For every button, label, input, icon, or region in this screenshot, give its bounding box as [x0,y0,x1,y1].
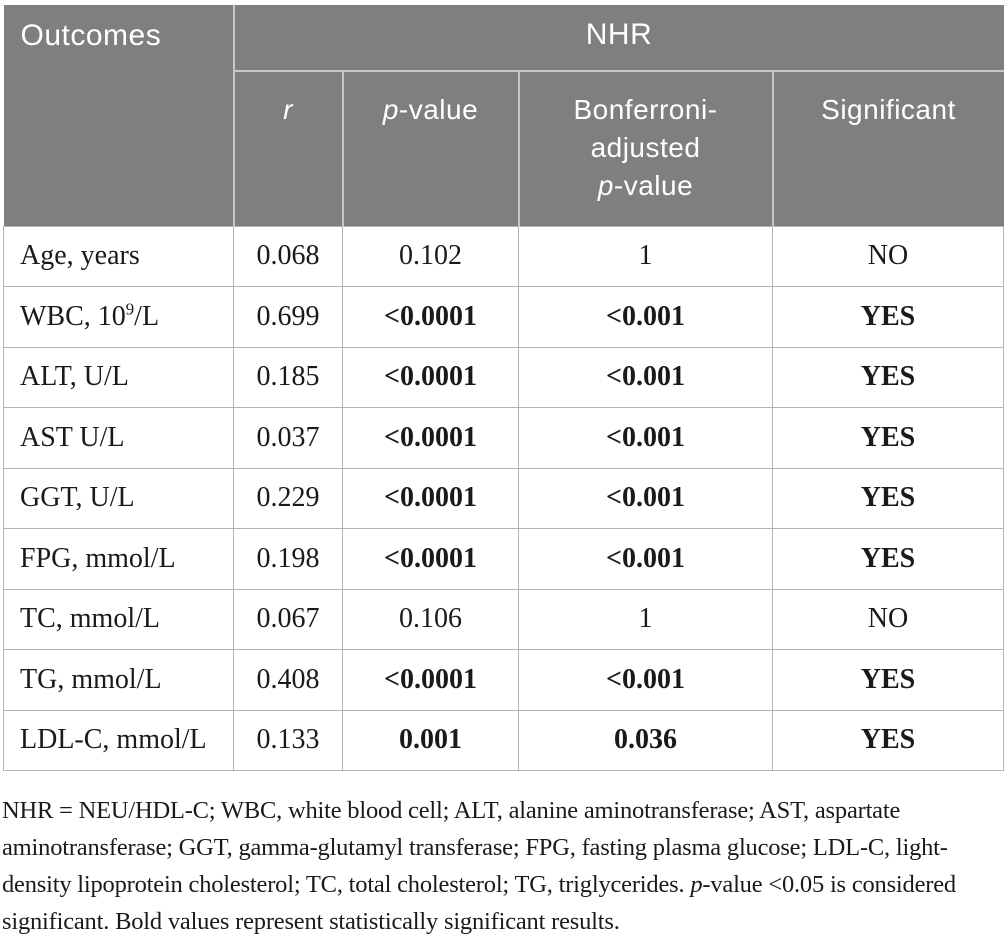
cell-outcome-label: FPG, mmol/L [3,528,234,590]
cell-r: 0.198 [233,528,343,590]
header-row-group: Outcomes NHR [3,5,1004,226]
cell-p-value: <0.0001 [342,407,519,469]
cell-p-value: <0.0001 [342,346,519,408]
cell-outcome-label: WBC, 109/L [3,286,234,348]
table-row: AST U/L 0.037 <0.0001 <0.001 YES [3,407,1004,469]
cell-bonferroni-p: <0.001 [518,528,773,590]
cell-significant: YES [772,528,1004,590]
cell-outcome-label: Age, years [3,225,234,287]
cell-r: 0.408 [233,649,343,711]
cell-outcome-label: TC, mmol/L [3,588,234,650]
cell-bonferroni-p: <0.001 [518,286,773,348]
cell-r: 0.699 [233,286,343,348]
cell-bonferroni-p: <0.001 [518,467,773,529]
header-nhr: NHR [233,5,1004,72]
table-row: Age, years 0.068 0.102 1 NO [3,225,1004,287]
cell-outcome-label: TG, mmol/L [3,649,234,711]
cell-p-value: <0.0001 [342,467,519,529]
cell-r: 0.133 [233,709,343,771]
cell-r: 0.068 [233,225,343,287]
cell-p-value: 0.001 [342,709,519,771]
cell-p-value: 0.106 [342,588,519,650]
table-body: Age, years 0.068 0.102 1 NO WBC, 109/L 0… [3,225,1004,771]
header-significant: Significant [772,71,1004,226]
cell-bonferroni-p: <0.001 [518,346,773,408]
header-row-sub: r p-value Bonferroni-adjusted p-value Sig… [4,71,1004,226]
header-outcomes: Outcomes [3,5,235,226]
header-r: r [233,71,344,226]
table-row: TG, mmol/L 0.408 <0.0001 <0.001 YES [3,649,1004,711]
table-row: TC, mmol/L 0.067 0.106 1 NO [3,588,1004,650]
correlation-table: Outcomes NHR r p-value Bonferroni-adjust… [3,5,1004,771]
cell-significant: NO [772,225,1004,287]
cell-significant: YES [772,709,1004,771]
cell-r: 0.185 [233,346,343,408]
cell-outcome-label: GGT, U/L [3,467,234,529]
table-row: LDL-C, mmol/L 0.133 0.001 0.036 YES [3,709,1004,771]
cell-r: 0.037 [233,407,343,469]
cell-significant: YES [772,649,1004,711]
cell-outcome-label: AST U/L [3,407,234,469]
cell-p-value: <0.0001 [342,528,519,590]
cell-bonferroni-p: <0.001 [518,649,773,711]
table-row: WBC, 109/L 0.699 <0.0001 <0.001 YES [3,286,1004,348]
cell-outcome-label: ALT, U/L [3,346,234,408]
cell-significant: NO [772,588,1004,650]
cell-significant: YES [772,467,1004,529]
cell-significant: YES [772,286,1004,348]
header-bonferroni-p-value: Bonferroni-adjusted p-value [518,71,774,226]
cell-bonferroni-p: 0.036 [518,709,773,771]
cell-r: 0.067 [233,588,343,650]
table-footnote: NHR = NEU/HDL-C; WBC, white blood cell; … [2,797,956,935]
table-row: ALT, U/L 0.185 <0.0001 <0.001 YES [3,346,1004,408]
cell-p-value: <0.0001 [342,649,519,711]
table-header: Outcomes NHR r p-value Bonferroni-adjust… [3,5,1004,226]
cell-bonferroni-p: <0.001 [518,407,773,469]
cell-bonferroni-p: 1 [518,225,773,287]
table-row: FPG, mmol/L 0.198 <0.0001 <0.001 YES [3,528,1004,590]
table-row: GGT, U/L 0.229 <0.0001 <0.001 YES [3,467,1004,529]
cell-r: 0.229 [233,467,343,529]
cell-significant: YES [772,407,1004,469]
cell-p-value: <0.0001 [342,286,519,348]
header-p-value: p-value [342,71,520,226]
cell-significant: YES [772,346,1004,408]
cell-outcome-label: LDL-C, mmol/L [3,709,234,771]
cell-bonferroni-p: 1 [518,588,773,650]
cell-p-value: 0.102 [342,225,519,287]
